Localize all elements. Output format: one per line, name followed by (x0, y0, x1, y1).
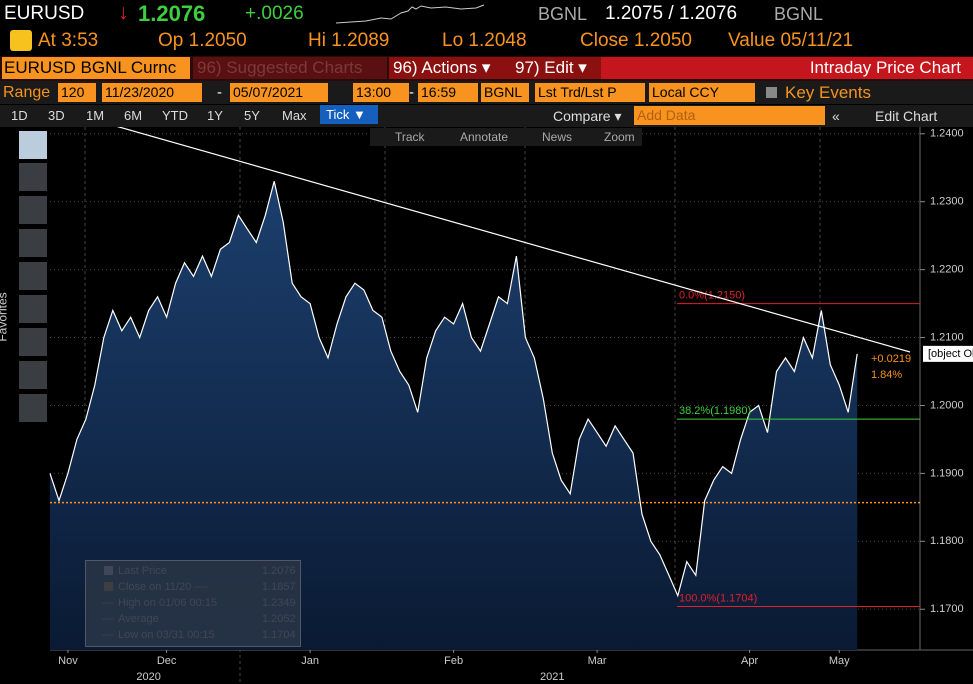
y-tick-label: 1.2000 (930, 399, 964, 411)
range-field[interactable]: 11/23/2020 (102, 83, 202, 102)
tool-button[interactable] (19, 131, 47, 159)
last-price: 1.2076 (138, 1, 206, 26)
menu-button[interactable]: 96) Suggested Charts (193, 57, 387, 79)
net-change: +.0026 (245, 3, 304, 24)
x-tick-label: Dec (157, 655, 177, 667)
tool-button[interactable] (19, 196, 47, 224)
range-separator: - (409, 84, 414, 101)
period-button[interactable]: YTD (162, 108, 188, 123)
last-price-label: [object Object] (928, 348, 973, 360)
range-field[interactable]: 120 (58, 83, 96, 102)
y-tick-label: 1.1700 (930, 603, 964, 615)
range-field[interactable]: Local CCY (649, 83, 755, 102)
bid-ask: 1.2075 / 1.2076 (605, 3, 738, 24)
period-button[interactable]: 1Y (207, 108, 223, 123)
quote-field: Value 05/11/21 (728, 30, 854, 51)
x-tick-label: Mar (588, 655, 607, 667)
quote-field: Lo 1.2048 (442, 30, 527, 51)
x-tick-label: Apr (741, 655, 758, 667)
range-label: Range (3, 84, 51, 101)
period-button[interactable]: 5Y (244, 108, 260, 123)
security-field[interactable]: EURUSD BGNL Curnc (2, 57, 190, 79)
period-bar (0, 105, 973, 127)
key-events[interactable]: Key Events (785, 83, 871, 102)
favorites-tab[interactable]: Favorites (0, 292, 10, 342)
source: BGNL (538, 4, 588, 24)
year-label: 2020 (136, 671, 160, 683)
range-field[interactable]: Lst Trd/Lst P (535, 83, 645, 102)
menu-button[interactable]: 96) Actions ▾ (389, 57, 511, 79)
chart-tool[interactable]: Zoom (604, 130, 635, 144)
x-tick-label: Nov (58, 655, 78, 667)
chart-tool[interactable]: News (542, 130, 573, 144)
period-button[interactable]: 1D (11, 108, 28, 123)
period-button[interactable]: 1M (86, 108, 105, 123)
tool-button[interactable] (19, 262, 47, 290)
tool-button[interactable] (19, 163, 47, 191)
tool-button[interactable] (19, 229, 47, 257)
legend-box (85, 560, 301, 647)
source: BGNL (774, 4, 824, 24)
chart-tool[interactable]: Track (395, 130, 425, 144)
range-field[interactable]: 05/07/2021 (230, 83, 328, 102)
x-tick-label: Feb (444, 655, 463, 667)
tool-button[interactable] (19, 361, 47, 389)
y-tick-label: 1.2100 (930, 331, 964, 343)
quote-field: At 3:53 (38, 30, 99, 51)
y-tick-label: 1.1900 (930, 467, 964, 479)
change-label: +0.0219 (871, 353, 911, 365)
y-tick-label: 1.2300 (930, 196, 964, 208)
checkbox[interactable] (766, 87, 777, 98)
period-button[interactable]: Tick ▼ (320, 105, 378, 124)
y-tick-label: 1.2400 (930, 128, 964, 140)
price-line (49, 181, 858, 598)
alert-icon[interactable] (10, 30, 32, 51)
range-field[interactable]: 16:59 (418, 83, 478, 102)
panel-title: Intraday Price Chart (809, 58, 961, 77)
compare-menu[interactable]: Compare ▾ (553, 108, 622, 124)
x-tick-label: Jan (301, 655, 319, 667)
period-button[interactable]: Max (282, 108, 307, 123)
menu-button[interactable]: 97) Edit ▾ (511, 57, 601, 79)
price-area (50, 181, 858, 651)
tool-button[interactable] (19, 295, 47, 323)
direction-arrow: ↓ (118, 1, 129, 24)
year-label: 2021 (540, 671, 564, 683)
range-field[interactable]: BGNL (481, 83, 529, 102)
period-button[interactable]: 3D (48, 108, 65, 123)
sparkline (336, 4, 485, 24)
fib-label: 38.2%(1.1980) (679, 405, 751, 417)
quote-field: Close 1.2050 (580, 30, 692, 51)
y-tick-label: 1.1800 (930, 535, 964, 547)
change-label: 1.84% (871, 369, 902, 381)
quote-field: Op 1.2050 (158, 30, 247, 51)
ticker: EURUSD (4, 3, 85, 24)
quote-bar (0, 0, 973, 27)
last-price-box (923, 345, 973, 362)
edit-chart-button[interactable]: Edit Chart (875, 108, 938, 124)
tool-button[interactable] (19, 394, 47, 422)
title-bar (601, 57, 973, 79)
chart-tools-bar (370, 128, 642, 146)
tool-button[interactable] (19, 328, 47, 356)
range-separator: - (217, 84, 222, 101)
collapse-icon[interactable]: « (832, 108, 840, 124)
range-field[interactable]: 13:00 (353, 83, 409, 102)
x-tick-label: May (829, 655, 850, 667)
add-data-field[interactable]: Add Data (634, 106, 825, 125)
fib-label: 100.0%(1.1704) (679, 592, 757, 604)
trend-line (111, 124, 911, 353)
quote-field: Hi 1.2089 (308, 30, 390, 51)
y-tick-label: 1.2200 (930, 264, 964, 276)
period-button[interactable]: 6M (124, 108, 143, 123)
chart-tool[interactable]: Annotate (460, 130, 509, 144)
